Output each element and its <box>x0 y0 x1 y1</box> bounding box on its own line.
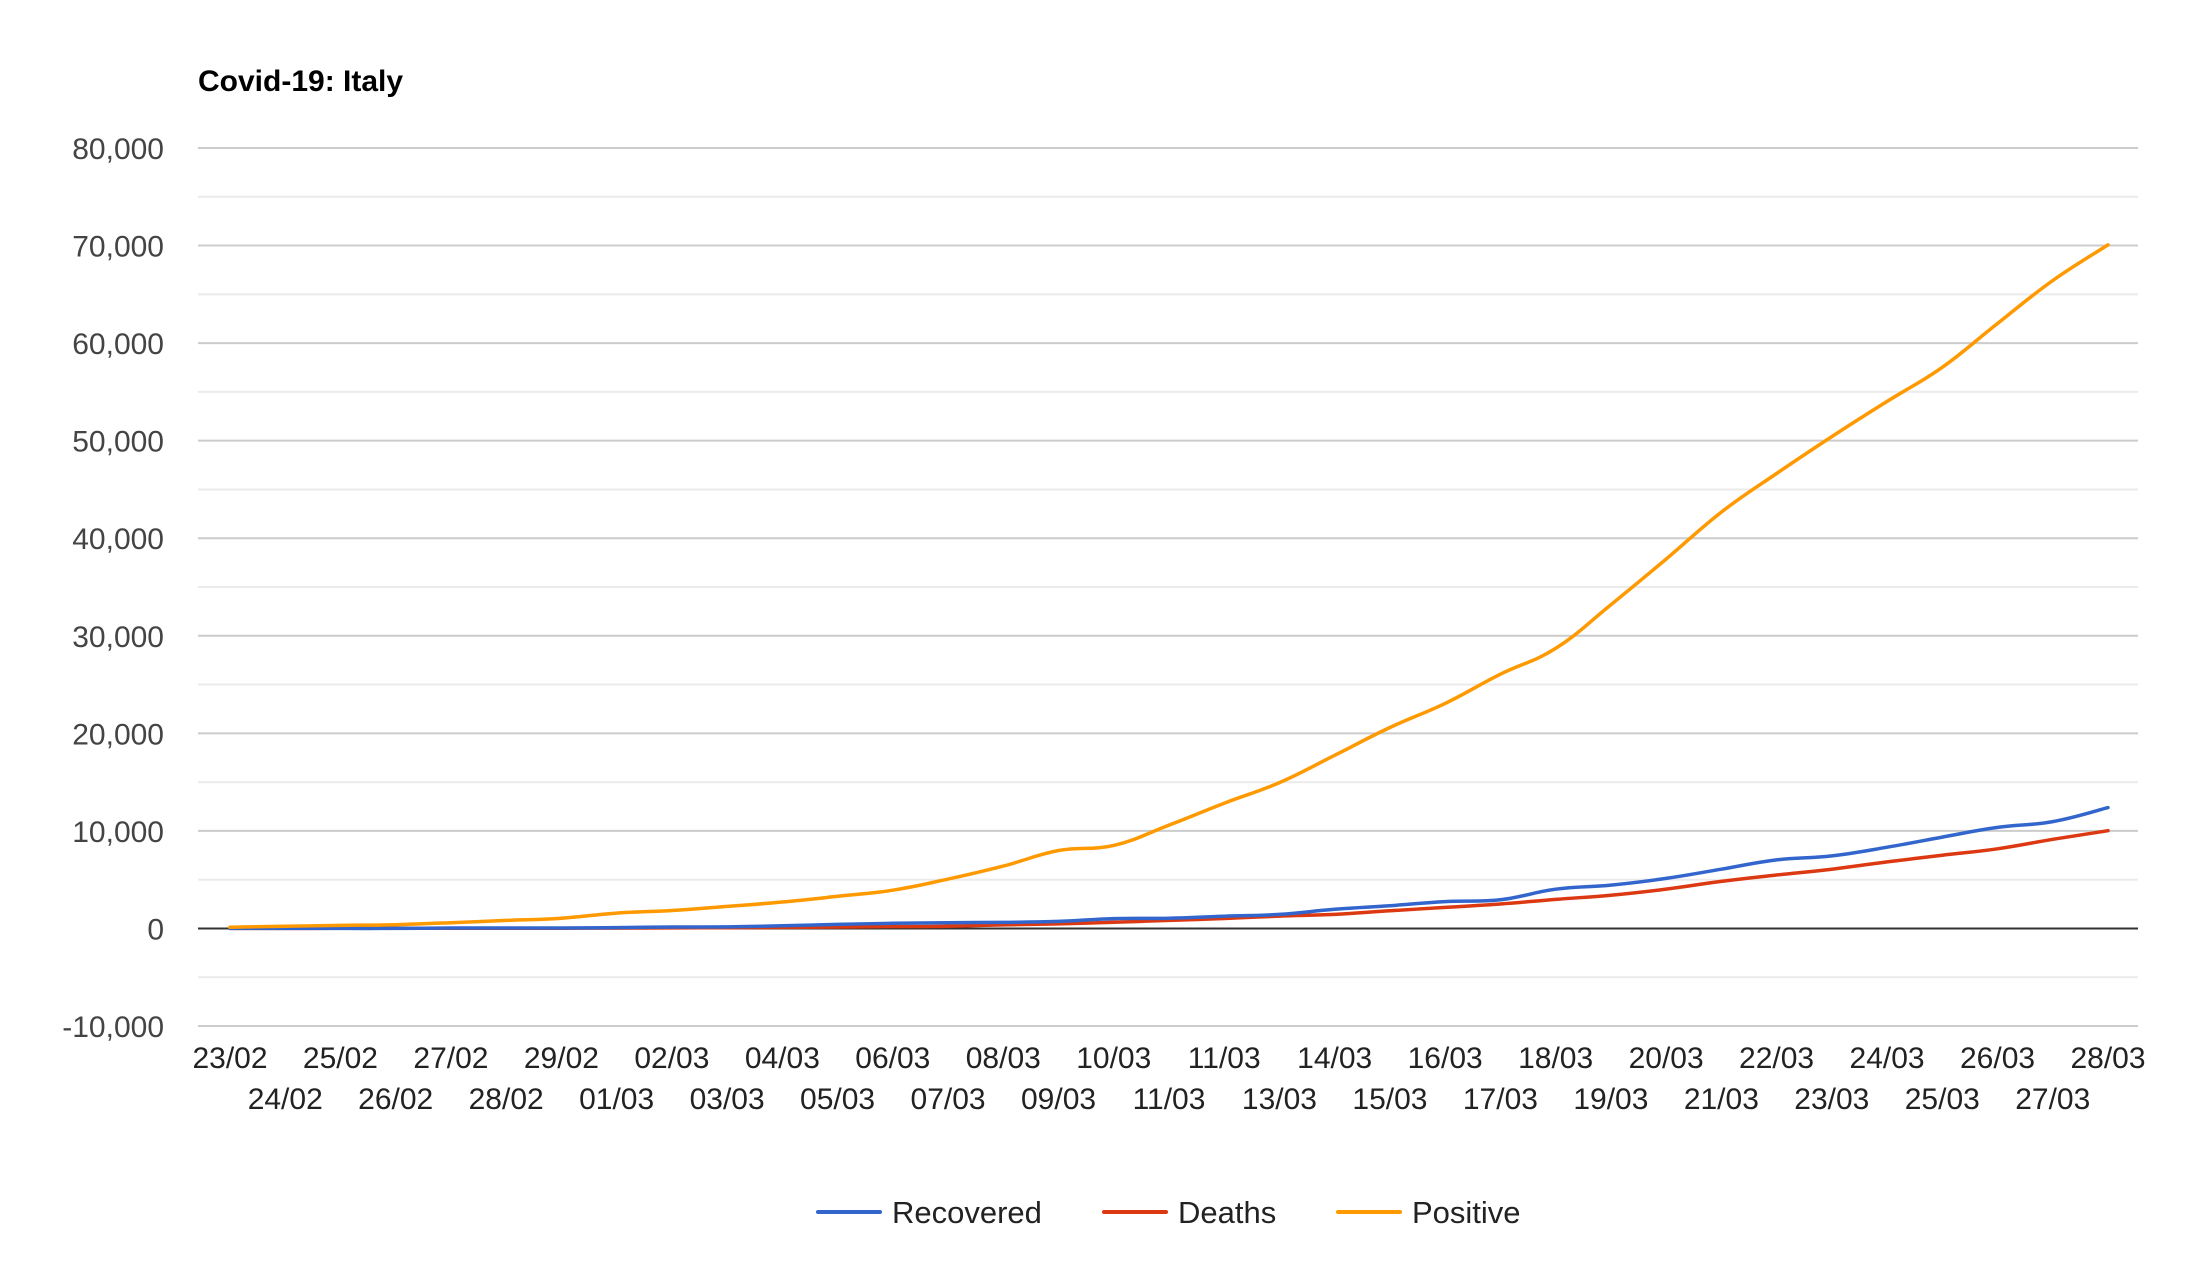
y-tick-label: 10,000 <box>72 816 164 849</box>
x-tick-label: 25/03 <box>1905 1083 1980 1116</box>
x-tick-label: 11/03 <box>1188 1042 1261 1075</box>
x-tick-label: 01/03 <box>579 1083 654 1116</box>
x-tick-label: 27/03 <box>2015 1083 2090 1116</box>
x-tick-label: 02/03 <box>634 1042 709 1075</box>
series-line-recovered <box>228 805 2110 931</box>
y-tick-label: 20,000 <box>72 718 164 751</box>
x-tick-label: 26/02 <box>358 1083 433 1116</box>
y-tick-label: 50,000 <box>72 426 164 459</box>
x-tick-label: 05/03 <box>800 1083 875 1116</box>
x-tick-label: 08/03 <box>966 1042 1041 1075</box>
x-tick-label: 29/02 <box>524 1042 599 1075</box>
x-tick-label: 25/02 <box>303 1042 378 1075</box>
y-tick-label: 80,000 <box>72 133 164 166</box>
y-axis-ticks: -10,000 0 10,000 20,000 30,000 40,000 50,000 60… <box>62 133 164 1044</box>
x-tick-label: 03/03 <box>690 1083 765 1116</box>
chart-title: Covid-19: Italy <box>198 65 403 98</box>
x-tick-label: 23/02 <box>192 1042 267 1075</box>
x-tick-label: 14/03 <box>1297 1042 1372 1075</box>
x-tick-label: 19/03 <box>1573 1083 1648 1116</box>
y-tick-label: 0 <box>147 913 164 946</box>
x-tick-label: 24/03 <box>1850 1042 1925 1075</box>
series-lines <box>228 243 2110 931</box>
x-tick-label: 28/03 <box>2070 1042 2145 1075</box>
x-tick-label: 21/03 <box>1684 1083 1759 1116</box>
legend: Recovered Deaths Positive <box>816 1195 1521 1230</box>
x-tick-label: 06/03 <box>855 1042 930 1075</box>
x-tick-label: 20/03 <box>1629 1042 1704 1075</box>
legend-label-positive: Positive <box>1412 1195 1521 1230</box>
series-line-positive <box>228 243 2110 929</box>
y-tick-label: 30,000 <box>72 621 164 654</box>
y-tick-label: 60,000 <box>72 328 164 361</box>
x-tick-label: 27/02 <box>413 1042 488 1075</box>
y-tick-label: -10,000 <box>62 1011 164 1044</box>
x-tick-label: 18/03 <box>1518 1042 1593 1075</box>
x-axis-ticks: 23/02 24/02 25/02 26/02 27/02 28/02 29/02 01/03… <box>192 1042 2145 1116</box>
x-tick-label: 17/03 <box>1463 1083 1538 1116</box>
legend-label-recovered: Recovered <box>892 1195 1042 1230</box>
x-tick-label: 04/03 <box>745 1042 820 1075</box>
x-tick-label: 23/03 <box>1794 1083 1869 1116</box>
x-tick-label: 22/03 <box>1739 1042 1814 1075</box>
x-tick-label: 15/03 <box>1352 1083 1427 1116</box>
legend-label-deaths: Deaths <box>1178 1195 1276 1230</box>
y-tick-label: 40,000 <box>72 523 164 556</box>
x-tick-label: 26/03 <box>1960 1042 2035 1075</box>
x-tick-label: 11/03 <box>1133 1083 1206 1116</box>
x-tick-label: 10/03 <box>1076 1042 1151 1075</box>
x-tick-label: 07/03 <box>911 1083 986 1116</box>
x-tick-label: 09/03 <box>1021 1083 1096 1116</box>
x-tick-label: 16/03 <box>1408 1042 1483 1075</box>
x-tick-label: 13/03 <box>1242 1083 1317 1116</box>
x-tick-label: 28/02 <box>469 1083 544 1116</box>
y-tick-label: 70,000 <box>72 231 164 264</box>
x-tick-label: 24/02 <box>248 1083 323 1116</box>
gridlines <box>198 147 2138 1027</box>
